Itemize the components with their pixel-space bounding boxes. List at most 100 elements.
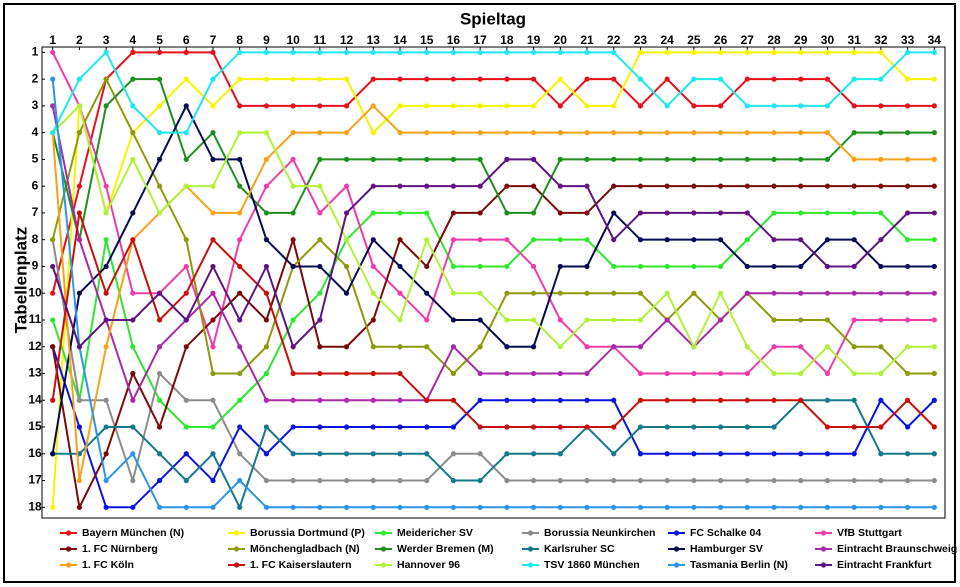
y-tick-label: 11: [29, 312, 42, 326]
data-point: [637, 237, 644, 243]
data-point: [237, 49, 243, 55]
data-point: [851, 504, 857, 510]
data-point: [931, 49, 937, 55]
data-point: [611, 397, 617, 403]
data-point: [717, 237, 724, 243]
data-point: [50, 237, 56, 243]
data-point: [237, 317, 243, 323]
data-point: [343, 370, 350, 377]
data-point: [343, 477, 350, 484]
data-point: [851, 290, 857, 296]
x-tick-label: 19: [527, 33, 541, 47]
series-line: [51, 158, 935, 349]
data-point: [611, 504, 617, 510]
data-point: [317, 317, 323, 323]
data-point: [343, 76, 350, 82]
y-tick-label: 1: [32, 45, 39, 59]
data-point: [878, 156, 884, 162]
data-point: [103, 76, 109, 82]
data-point: [103, 237, 109, 243]
data-point: [637, 156, 644, 162]
data-point: [237, 210, 243, 216]
data-point: [156, 290, 163, 296]
data-point: [931, 317, 937, 323]
data-point: [717, 290, 724, 296]
y-tick-label: 17: [28, 473, 42, 487]
data-point: [717, 504, 724, 510]
series-line: [51, 51, 935, 294]
x-tick-label: 27: [741, 33, 755, 47]
data-point: [424, 504, 430, 510]
data-point: [771, 424, 777, 430]
data-point: [237, 344, 243, 350]
data-point: [744, 263, 750, 270]
data-point: [504, 49, 510, 55]
data-point: [664, 183, 670, 189]
data-point: [130, 477, 136, 484]
x-tick-label: 21: [580, 33, 594, 47]
data-point: [397, 397, 403, 403]
data-point: [744, 424, 750, 430]
data-point: [263, 210, 270, 216]
data-point: [904, 451, 911, 457]
data-point: [103, 49, 109, 55]
data-point: [290, 183, 296, 189]
data-point: [477, 477, 483, 484]
data-point: [771, 451, 777, 457]
data-point: [210, 210, 216, 216]
data-point: [824, 156, 831, 162]
data-point: [931, 210, 937, 216]
data-point: [530, 183, 537, 189]
data-point: [584, 263, 590, 270]
legend-swatch-dot: [380, 530, 387, 536]
data-point: [263, 370, 270, 377]
data-point: [317, 49, 323, 55]
data-point: [424, 103, 430, 109]
data-point: [611, 477, 617, 484]
data-point: [50, 397, 56, 403]
data-point: [237, 370, 243, 377]
data-point: [504, 156, 510, 162]
data-point: [878, 130, 884, 136]
data-point: [664, 103, 670, 109]
data-point: [664, 263, 670, 270]
data-point: [76, 504, 83, 510]
data-point: [103, 424, 109, 430]
series-line: [51, 78, 935, 240]
data-point: [931, 424, 937, 430]
data-point: [450, 76, 457, 82]
data-point: [931, 370, 937, 377]
data-point: [317, 183, 323, 189]
data-point: [370, 317, 376, 323]
data-point: [557, 49, 563, 55]
data-point: [76, 397, 83, 403]
legend-swatch-dot: [380, 562, 387, 568]
data-point: [717, 183, 724, 189]
data-point: [183, 290, 189, 296]
data-point: [664, 424, 670, 430]
legend-swatch-dot: [673, 530, 680, 536]
data-point: [771, 156, 777, 162]
legend-swatch-dot: [233, 546, 240, 552]
x-tick-label: 17: [473, 33, 487, 47]
data-point: [717, 49, 724, 55]
data-point: [103, 397, 109, 403]
data-point: [156, 451, 163, 457]
x-tick-label: 10: [286, 33, 300, 47]
data-point: [931, 183, 937, 189]
data-point: [210, 237, 216, 243]
data-point: [931, 290, 937, 296]
data-point: [343, 237, 350, 243]
data-point: [130, 237, 136, 243]
y-axis-label: Tabellenplatz: [11, 227, 30, 333]
data-point: [611, 130, 617, 136]
data-point: [637, 130, 644, 136]
data-point: [904, 237, 911, 243]
data-point: [584, 237, 590, 243]
data-point: [931, 76, 937, 82]
data-point: [824, 370, 831, 377]
data-point: [424, 76, 430, 82]
data-point: [477, 183, 483, 189]
data-point: [370, 49, 376, 55]
data-point: [504, 210, 510, 216]
